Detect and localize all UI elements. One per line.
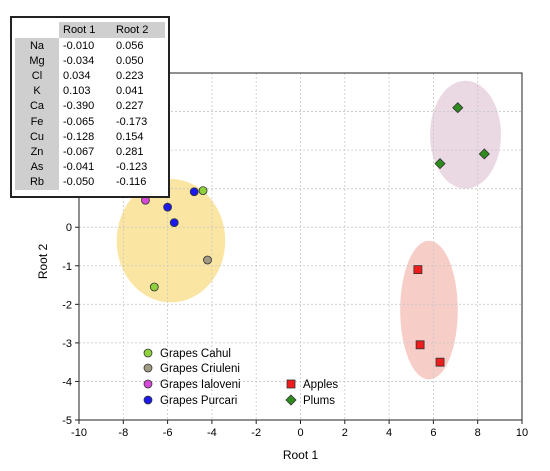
loadings-root2-value: 0.223 xyxy=(116,69,144,82)
loadings-root1-value: -0.050 xyxy=(63,176,95,189)
legend-label: Plums xyxy=(303,395,335,407)
data-point xyxy=(452,102,464,114)
legend-label: Grapes Cahul xyxy=(160,348,231,360)
data-point xyxy=(169,218,179,227)
ellipse-plums xyxy=(430,80,501,189)
loadings-row: As -0.041 -0.123 xyxy=(15,159,165,175)
loadings-root1-value: -0.390 xyxy=(63,100,95,113)
data-point xyxy=(203,255,212,265)
x-tick-label: 10 xyxy=(516,427,528,439)
loadings-root1-value: -0.034 xyxy=(63,54,95,67)
legend-label: Grapes Ialoveni xyxy=(160,379,241,391)
loadings-body: Na -0.010 0.056 Mg -0.034 0.050 Cl 0.034 0.223 K 0… xyxy=(15,38,165,190)
loadings-header-root2: Root 2 xyxy=(112,22,165,38)
loadings-header-row: Root 1 Root 2 xyxy=(15,22,165,38)
data-point xyxy=(149,282,159,292)
loadings-table: Root 1 Root 2 Na -0.010 0.056 Mg -0.034 0.050… xyxy=(15,22,165,190)
x-tick-label: 0 xyxy=(297,427,303,439)
data-points xyxy=(141,102,490,367)
x-tick-label: 8 xyxy=(475,427,481,439)
y-axis-title: Root 2 xyxy=(36,243,50,279)
loadings-header-blank xyxy=(15,22,59,38)
x-tick-label: 4 xyxy=(386,427,392,439)
loadings-row: Cu -0.128 0.154 xyxy=(15,129,165,145)
loadings-root1-value: -0.041 xyxy=(63,161,95,174)
loadings-root2-value: 0.041 xyxy=(116,85,144,98)
y-tick-label: -2 xyxy=(62,299,72,311)
data-point xyxy=(435,357,445,367)
loadings-row: Fe -0.065 -0.173 xyxy=(15,113,165,130)
group-ellipses xyxy=(116,80,501,380)
x-tick-label: -10 xyxy=(71,427,87,439)
loadings-row: Ca -0.390 0.227 xyxy=(15,98,165,114)
y-tick-label: -4 xyxy=(62,376,72,388)
data-point xyxy=(198,186,208,195)
x-tick-label: -2 xyxy=(251,427,261,439)
loadings-var-label: K xyxy=(15,83,59,99)
data-point xyxy=(478,148,490,160)
loadings-var-label: Mg xyxy=(15,53,59,69)
loadings-var-label: Fe xyxy=(15,113,59,130)
data-point xyxy=(163,202,173,212)
loadings-row: Na -0.010 0.056 xyxy=(15,38,165,54)
loadings-root2-value: -0.116 xyxy=(116,176,147,189)
loadings-root1-value: 0.103 xyxy=(63,85,91,98)
loadings-root2-value: 0.056 xyxy=(116,39,144,52)
data-point xyxy=(434,158,446,170)
legend-marker xyxy=(286,379,296,389)
data-point xyxy=(415,340,425,350)
legend: Grapes Cahul Grapes Criuleni Grapes Ialove… xyxy=(143,348,338,407)
loadings-root2-value: 0.281 xyxy=(116,145,144,158)
loadings-root2-value: -0.173 xyxy=(116,115,148,128)
loadings-root1-value: -0.065 xyxy=(63,115,95,128)
loadings-root1-value: -0.128 xyxy=(63,130,95,143)
x-tick-label: -6 xyxy=(163,427,173,439)
legend-label: Apples xyxy=(303,379,338,391)
legend-marker xyxy=(143,348,153,358)
loadings-root2-value: 0.154 xyxy=(116,130,144,143)
x-tick-label: -4 xyxy=(207,427,217,439)
loadings-var-label: Cu xyxy=(15,129,59,145)
loadings-var-label: As xyxy=(15,159,59,175)
legend-marker xyxy=(143,379,153,389)
ellipse-grapes xyxy=(116,179,226,303)
y-tick-label: 0 xyxy=(66,222,72,234)
loadings-var-label: Cl xyxy=(15,68,59,84)
x-tick-label: 6 xyxy=(430,427,436,439)
loadings-root1-value: 0.034 xyxy=(63,69,91,82)
loadings-root2-value: 0.227 xyxy=(116,100,144,113)
loadings-root1-value: -0.067 xyxy=(63,145,95,158)
ellipse-apples xyxy=(400,240,458,380)
loadings-header-root1: Root 1 xyxy=(59,22,112,38)
data-point xyxy=(189,187,199,197)
loadings-var-label: Zn xyxy=(15,144,59,160)
y-tick-label: -1 xyxy=(62,261,72,273)
legend-marker xyxy=(285,394,297,406)
x-axis-title: Root 1 xyxy=(283,448,319,462)
loadings-row: Cl 0.034 0.223 xyxy=(15,68,165,84)
loadings-root2-value: 0.050 xyxy=(116,54,144,67)
legend-marker xyxy=(143,395,153,405)
legend-marker xyxy=(143,363,153,373)
x-tick-label: 2 xyxy=(342,427,348,439)
x-tick-label: -8 xyxy=(118,427,128,439)
loadings-root2-value: -0.123 xyxy=(116,161,148,174)
legend-label: Grapes Purcari xyxy=(160,395,237,407)
loadings-row: Mg -0.034 0.050 xyxy=(15,53,165,69)
loadings-var-label: Rb xyxy=(15,174,59,190)
loadings-root1-value: -0.010 xyxy=(63,39,95,52)
loadings-table-box: Root 1 Root 2 Na -0.010 0.056 Mg -0.034 0.050… xyxy=(10,16,170,198)
loadings-var-label: Ca xyxy=(15,98,59,114)
loadings-row: K 0.103 0.041 xyxy=(15,83,165,99)
y-tick-label: -3 xyxy=(62,338,72,350)
y-tick-label: -5 xyxy=(62,415,72,427)
data-point xyxy=(413,265,423,275)
loadings-row: Rb -0.050 -0.116 xyxy=(15,174,165,190)
loadings-var-label: Na xyxy=(15,38,59,54)
legend-label: Grapes Criuleni xyxy=(160,363,240,375)
loadings-row: Zn -0.067 0.281 xyxy=(15,144,165,160)
